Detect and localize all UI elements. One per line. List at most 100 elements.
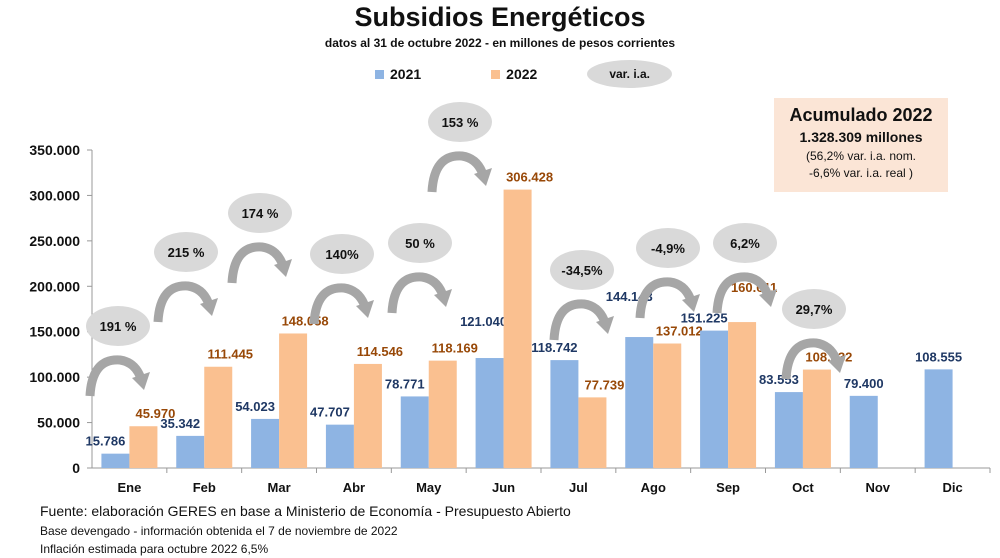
bar-2021 [176, 435, 205, 468]
var-ia-bubble [713, 223, 777, 263]
var-ia-bubble [154, 232, 218, 272]
arrow-head-icon [596, 316, 614, 334]
bar-2021 [101, 453, 130, 468]
y-tick-label: 100.000 [29, 369, 80, 385]
legend-2022: 2022 [491, 66, 537, 82]
bar-2021 [475, 358, 504, 468]
legend-2021: 2021 [375, 66, 421, 82]
legend-var-ia: var. i.a. [587, 60, 673, 88]
x-tick-label: Feb [193, 480, 216, 495]
var-ia-label: 29,7% [796, 302, 833, 317]
data-label-2021: 54.023 [235, 399, 275, 414]
arrow-head-icon [200, 298, 218, 316]
bar-2022 [204, 366, 233, 468]
var-ia-bubble [310, 234, 374, 274]
chart-subtitle: datos al 31 de octubre 2022 - en millone… [324, 36, 676, 50]
x-tick-label: Ago [641, 480, 666, 495]
var-ia-label: 50 % [405, 236, 435, 251]
arrow-head-icon [759, 289, 777, 307]
x-tick-label: Jun [492, 480, 515, 495]
var-ia-bubble [636, 228, 700, 268]
legend-swatch-2022 [491, 69, 501, 79]
x-tick-label: Ene [117, 480, 141, 495]
curved-arrow-icon [309, 283, 369, 325]
data-label-2021: 121.040 [460, 314, 507, 329]
data-label-2021: 79.400 [844, 376, 884, 391]
var-ia-label: 6,2% [730, 236, 760, 251]
curved-arrow-icon [549, 299, 609, 341]
var-ia-bubble [550, 250, 614, 290]
bar-2022 [802, 369, 831, 468]
y-tick-label: 150.000 [29, 324, 80, 340]
curved-arrow-icon [387, 272, 447, 314]
var-ia-label: 191 % [100, 319, 137, 334]
data-label-2022: 148.058 [282, 313, 329, 328]
arrow-head-icon [682, 294, 700, 312]
var-ia-label: 174 % [242, 206, 279, 221]
legend: 2021 2022 var. i.a. [375, 60, 673, 88]
chart-title: Subsidios Energéticos [354, 2, 646, 32]
var-ia-bubble [428, 102, 492, 142]
arrow-head-icon [274, 259, 292, 277]
y-tick-label: 350.000 [29, 142, 80, 158]
bar-2021 [400, 396, 429, 468]
curved-arrow-icon [635, 277, 695, 319]
x-tick-label: Sep [716, 480, 740, 495]
bar-2021 [625, 337, 654, 468]
data-label-2022: 114.546 [357, 344, 403, 359]
x-tick-label: Dic [942, 480, 962, 495]
bar-2022 [578, 397, 607, 468]
var-ia-bubble [388, 223, 452, 263]
bar-2022 [129, 426, 158, 468]
footer-note-2: Inflación estimada para octubre 2022 6,5… [40, 542, 269, 556]
data-label-2021: 83.553 [759, 372, 799, 387]
curved-arrow-icon [153, 281, 213, 323]
footer-source: Fuente: elaboración GERES en base a Mini… [40, 503, 571, 519]
data-label-2022: 137.012 [656, 324, 703, 339]
curved-arrow-icon [427, 151, 487, 193]
legend-label-2022: 2022 [506, 66, 538, 82]
var-ia-label: -4,9% [651, 241, 685, 256]
accumulated-title: Acumulado 2022 [789, 105, 933, 125]
footer-note-1: Base devengado - información obtenida el… [40, 524, 398, 538]
data-label-2021: 47.707 [310, 405, 350, 420]
curved-arrow-icon [85, 355, 145, 397]
y-tick-label: 0 [72, 460, 80, 476]
data-label-2021: 78.771 [385, 376, 425, 391]
data-label-2021: 35.342 [160, 416, 200, 431]
data-label-2021: 118.742 [531, 340, 577, 355]
accumulated-nominal: (56,2% var. i.a. nom. [805, 149, 917, 163]
arrow-head-icon [434, 289, 452, 307]
arrow-head-icon [132, 372, 150, 390]
y-tick-label: 300.000 [29, 187, 80, 203]
data-label-2021: 151.225 [681, 311, 728, 326]
var-ia-label: 153 % [442, 115, 479, 130]
data-label-2021: 108.555 [915, 349, 962, 364]
data-label-2022: 306.428 [506, 170, 553, 185]
curved-arrow-icon [712, 272, 772, 314]
curved-arrow-icon [227, 242, 287, 284]
curved-arrow-icon [781, 338, 841, 380]
legend-label-2021: 2021 [390, 66, 422, 82]
bar-2022 [653, 343, 682, 468]
data-label-2021: 15.786 [86, 434, 126, 449]
accumulated-box: Acumulado 2022 1.328.309 millones (56,2%… [774, 98, 948, 192]
bar-2021 [325, 424, 354, 468]
bar-2022 [353, 363, 382, 468]
bar-2021 [700, 330, 729, 468]
bar-2021 [251, 418, 280, 468]
x-tick-label: Nov [865, 480, 890, 495]
var-ia-label: 140% [325, 247, 359, 262]
bar-2021 [924, 369, 953, 468]
var-ia-label: -34,5% [561, 263, 603, 278]
bar-2022 [428, 360, 457, 468]
bar-2022 [728, 322, 757, 468]
var-ia-label: 215 % [168, 245, 205, 260]
var-ia-bubble [228, 193, 292, 233]
var-ia-bubble [782, 289, 846, 329]
y-tick-label: 50.000 [37, 415, 80, 431]
data-label-2022: 111.445 [207, 347, 253, 362]
x-tick-label: May [416, 480, 442, 495]
